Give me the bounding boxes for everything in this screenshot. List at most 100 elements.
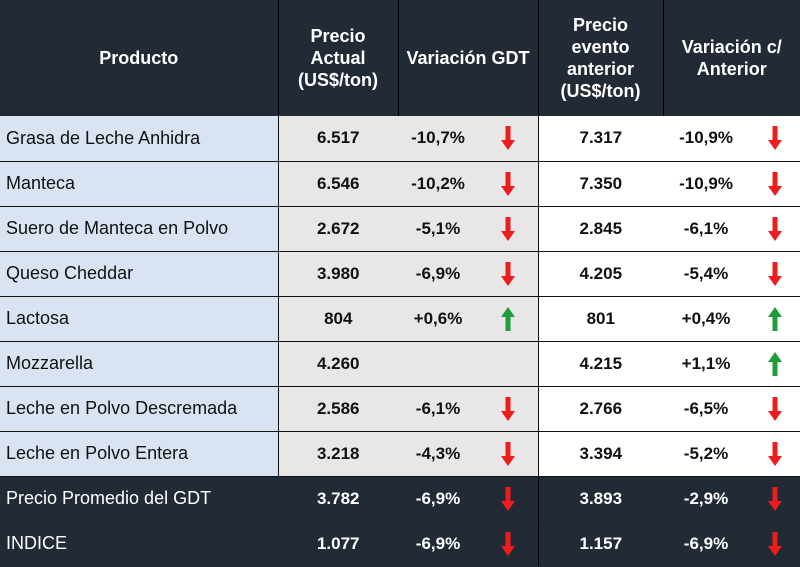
down-arrow-icon [767, 441, 782, 466]
up-arrow-icon [767, 306, 782, 331]
down-arrow-icon [478, 116, 539, 162]
previous-price: 3.394 [538, 431, 664, 477]
down-arrow-icon [500, 531, 515, 556]
product-name: Leche en Polvo Entera [0, 431, 279, 477]
previous-variation: +1,1% [663, 341, 750, 387]
down-arrow-icon [749, 431, 800, 477]
current-price: 3.218 [278, 431, 398, 477]
current-price: 2.586 [278, 386, 398, 432]
previous-price: 2.766 [538, 386, 664, 432]
previous-price: 801 [538, 296, 664, 342]
table-row: Grasa de Leche Anhidra 6.517 -10,7% 7.31… [0, 116, 800, 162]
current-price: 3.980 [278, 251, 398, 297]
up-arrow-icon [500, 306, 515, 331]
header-product: Producto [0, 0, 279, 116]
summary-label: INDICE [0, 521, 279, 567]
gdt-variation: +0,6% [398, 296, 478, 342]
product-name: Lactosa [0, 296, 279, 342]
up-arrow-icon [478, 296, 539, 342]
header-variation-previous: Variación c/ Anterior [663, 0, 800, 116]
current-price: 2.672 [278, 206, 398, 252]
product-name: Manteca [0, 161, 279, 207]
down-arrow-icon [749, 521, 800, 567]
table-row: Mozzarella 4.260 4.215 +1,1% [0, 341, 800, 387]
previous-variation: -5,4% [663, 251, 750, 297]
previous-variation: -10,9% [663, 161, 750, 207]
down-arrow-icon [749, 116, 800, 162]
previous-variation: -6,9% [663, 521, 750, 567]
header-row: Producto Precio Actual (US$/ton) Variaci… [0, 0, 800, 116]
current-price: 1.077 [278, 521, 398, 567]
down-arrow-icon [478, 476, 539, 522]
arrow-cell-empty [478, 341, 539, 387]
previous-variation: -2,9% [663, 476, 750, 522]
previous-price: 3.893 [538, 476, 664, 522]
down-arrow-icon [500, 486, 515, 511]
current-price: 804 [278, 296, 398, 342]
up-arrow-icon [749, 296, 800, 342]
current-price: 4.260 [278, 341, 398, 387]
previous-price: 4.205 [538, 251, 664, 297]
product-name: Queso Cheddar [0, 251, 279, 297]
down-arrow-icon [478, 251, 539, 297]
down-arrow-icon [767, 486, 782, 511]
down-arrow-icon [767, 126, 782, 151]
table-row: Suero de Manteca en Polvo 2.672 -5,1% 2.… [0, 206, 800, 252]
current-price: 6.546 [278, 161, 398, 207]
previous-variation: -6,1% [663, 206, 750, 252]
product-name: Grasa de Leche Anhidra [0, 116, 279, 162]
gdt-variation: -6,9% [398, 521, 478, 567]
down-arrow-icon [500, 441, 515, 466]
gdt-variation: -10,2% [398, 161, 478, 207]
gdt-variation [398, 341, 478, 387]
header-price: Precio Actual (US$/ton) [278, 0, 399, 116]
down-arrow-icon [767, 531, 782, 556]
previous-price: 7.350 [538, 161, 664, 207]
table-body: Grasa de Leche Anhidra 6.517 -10,7% 7.31… [0, 116, 800, 567]
table-row: Leche en Polvo Entera 3.218 -4,3% 3.394 … [0, 431, 800, 477]
down-arrow-icon [500, 171, 515, 196]
product-name: Mozzarella [0, 341, 279, 387]
gdt-variation: -4,3% [398, 431, 478, 477]
gdt-variation: -5,1% [398, 206, 478, 252]
down-arrow-icon [500, 126, 515, 151]
previous-price: 2.845 [538, 206, 664, 252]
product-name: Leche en Polvo Descremada [0, 386, 279, 432]
previous-variation: -10,9% [663, 116, 750, 162]
down-arrow-icon [500, 216, 515, 241]
gdt-variation: -6,9% [398, 251, 478, 297]
down-arrow-icon [478, 206, 539, 252]
previous-price: 1.157 [538, 521, 664, 567]
product-name: Suero de Manteca en Polvo [0, 206, 279, 252]
gdt-variation: -6,9% [398, 476, 478, 522]
previous-price: 7.317 [538, 116, 664, 162]
previous-variation: -6,5% [663, 386, 750, 432]
previous-variation: +0,4% [663, 296, 750, 342]
previous-variation: -5,2% [663, 431, 750, 477]
down-arrow-icon [478, 431, 539, 477]
current-price: 3.782 [278, 476, 398, 522]
down-arrow-icon [749, 251, 800, 297]
gdt-variation: -6,1% [398, 386, 478, 432]
down-arrow-icon [500, 261, 515, 286]
down-arrow-icon [767, 216, 782, 241]
table-row: Manteca 6.546 -10,2% 7.350 -10,9% [0, 161, 800, 207]
down-arrow-icon [500, 396, 515, 421]
down-arrow-icon [749, 386, 800, 432]
down-arrow-icon [478, 386, 539, 432]
down-arrow-icon [767, 261, 782, 286]
previous-price: 4.215 [538, 341, 664, 387]
summary-label: Precio Promedio del GDT [0, 476, 279, 522]
current-price: 6.517 [278, 116, 398, 162]
down-arrow-icon [749, 161, 800, 207]
down-arrow-icon [478, 161, 539, 207]
header-previous: Precio evento anterior (US$/ton) [537, 0, 664, 116]
down-arrow-icon [767, 171, 782, 196]
table-row: Leche en Polvo Descremada 2.586 -6,1% 2.… [0, 386, 800, 432]
up-arrow-icon [767, 351, 782, 376]
down-arrow-icon [767, 396, 782, 421]
gdt-variation: -10,7% [398, 116, 478, 162]
down-arrow-icon [749, 476, 800, 522]
